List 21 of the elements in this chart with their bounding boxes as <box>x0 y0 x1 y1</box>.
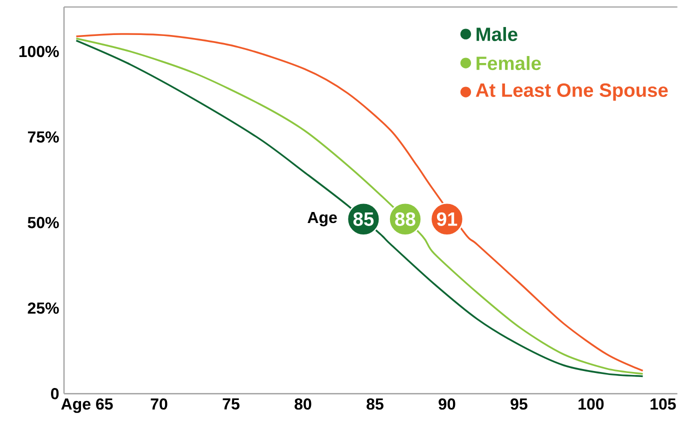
annotation: Age <box>308 212 337 226</box>
y-tick-label: 100% <box>19 46 59 58</box>
annotation: 91 <box>436 212 458 226</box>
x-tick-label: 75 <box>222 398 240 410</box>
legend-label: At Least One Spouse <box>476 83 668 101</box>
x-tick-label: 95 <box>510 398 528 410</box>
x-tick-label: 105 <box>650 398 676 410</box>
y-tick-label: 25% <box>28 302 59 314</box>
legend-label: Male <box>476 27 518 42</box>
x-tick-label: 100 <box>578 398 604 410</box>
x-tick-label: 85 <box>366 398 384 410</box>
x-tick-label: Age 65 <box>61 398 113 413</box>
y-tick-label: 0 <box>51 388 59 400</box>
x-tick-label: 80 <box>294 398 312 410</box>
annotation: 88 <box>395 212 416 226</box>
annotation: 85 <box>353 212 374 226</box>
x-tick-label: 90 <box>438 398 456 410</box>
legend-label: Female <box>476 56 541 70</box>
x-tick-label: 70 <box>150 398 168 410</box>
y-tick-label: 75% <box>28 131 59 143</box>
y-tick-label: 50% <box>28 216 59 228</box>
